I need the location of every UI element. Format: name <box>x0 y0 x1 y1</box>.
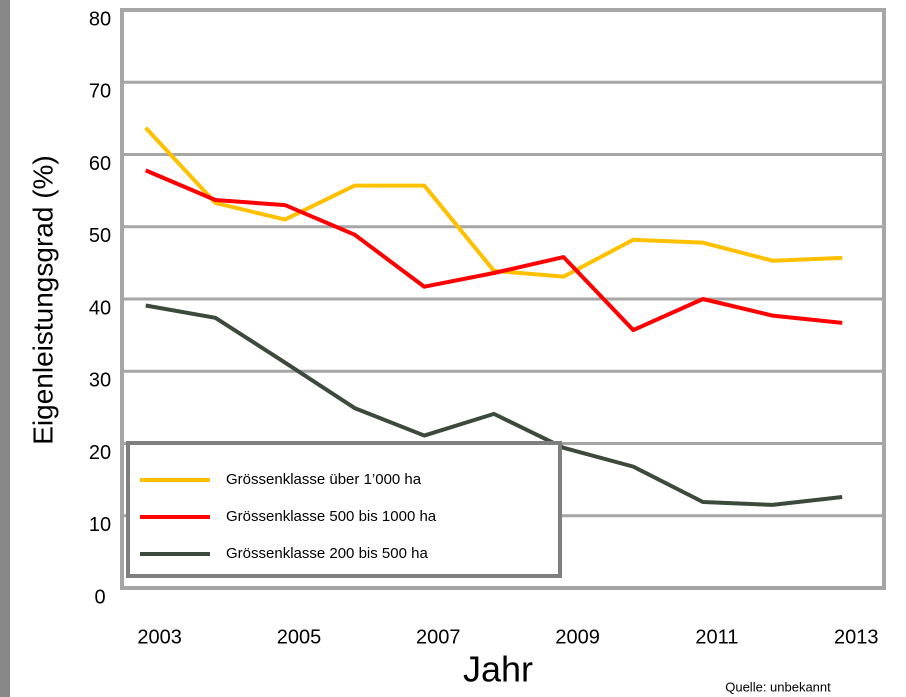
legend-label: Grössenklasse über 1’000 ha <box>226 471 422 488</box>
y-tick-label: 0 <box>94 586 105 608</box>
legend-label: Grössenklasse 200 bis 500 ha <box>226 545 428 562</box>
y-tick-label: 30 <box>89 370 111 392</box>
plot-border <box>120 8 886 590</box>
series-line <box>145 303 843 507</box>
x-tick-label: 2011 <box>695 626 738 648</box>
y-tick-label: 10 <box>89 514 111 536</box>
y-tick-label: 40 <box>89 297 111 319</box>
y-tick-label: 70 <box>89 81 111 103</box>
legend-label: Grössenklasse 500 bis 1000 ha <box>226 508 437 525</box>
left-frame <box>0 0 10 697</box>
x-tick-label: 2005 <box>277 626 322 648</box>
x-axis-title: Jahr <box>463 649 533 690</box>
y-tick-label: 50 <box>89 225 111 247</box>
x-tick-label: 2009 <box>555 626 600 648</box>
series-line <box>144 126 843 279</box>
source-note: Quelle: unbekannt <box>725 679 831 694</box>
y-tick-label: 20 <box>89 442 111 464</box>
y-axis-title: Eigenleistungsgrad (%) <box>27 155 58 445</box>
series-line <box>144 168 843 333</box>
x-tick-label: 2003 <box>137 626 182 648</box>
x-tick-label: 2013 <box>834 626 879 648</box>
legend-box <box>126 441 562 578</box>
y-tick-label: 80 <box>89 8 111 30</box>
x-tick-label: 2007 <box>416 626 461 648</box>
y-tick-label: 60 <box>89 153 111 175</box>
